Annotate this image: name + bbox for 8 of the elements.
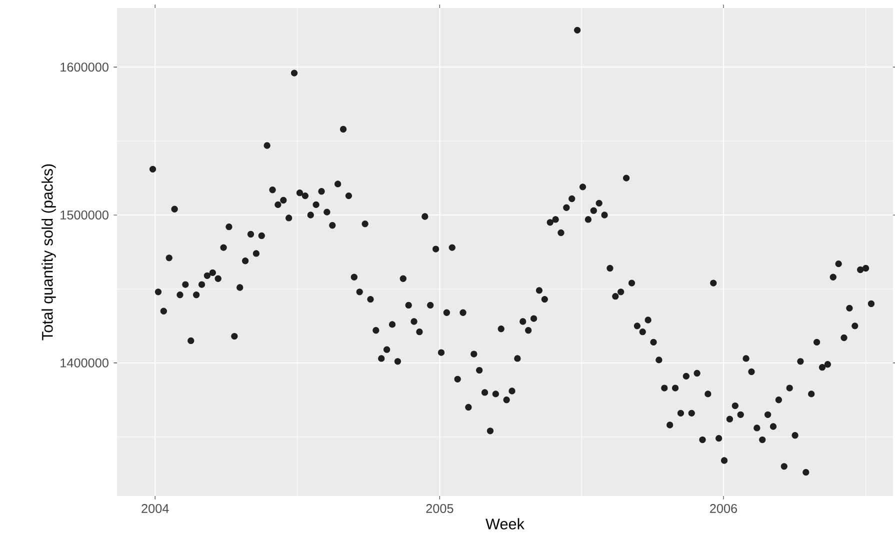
x-tick-label: 2005 (426, 504, 454, 513)
x-tick-label: 2006 (710, 504, 738, 513)
y-tick-label: 1400000 (60, 358, 108, 368)
y-axis-title: Total quantity sold (packs) (42, 164, 56, 340)
x-axis-title: Week (486, 518, 524, 530)
y-tick-label: 1600000 (60, 62, 108, 72)
x-tick-label: 2004 (142, 504, 169, 513)
y-tick-label: 1500000 (60, 210, 108, 220)
